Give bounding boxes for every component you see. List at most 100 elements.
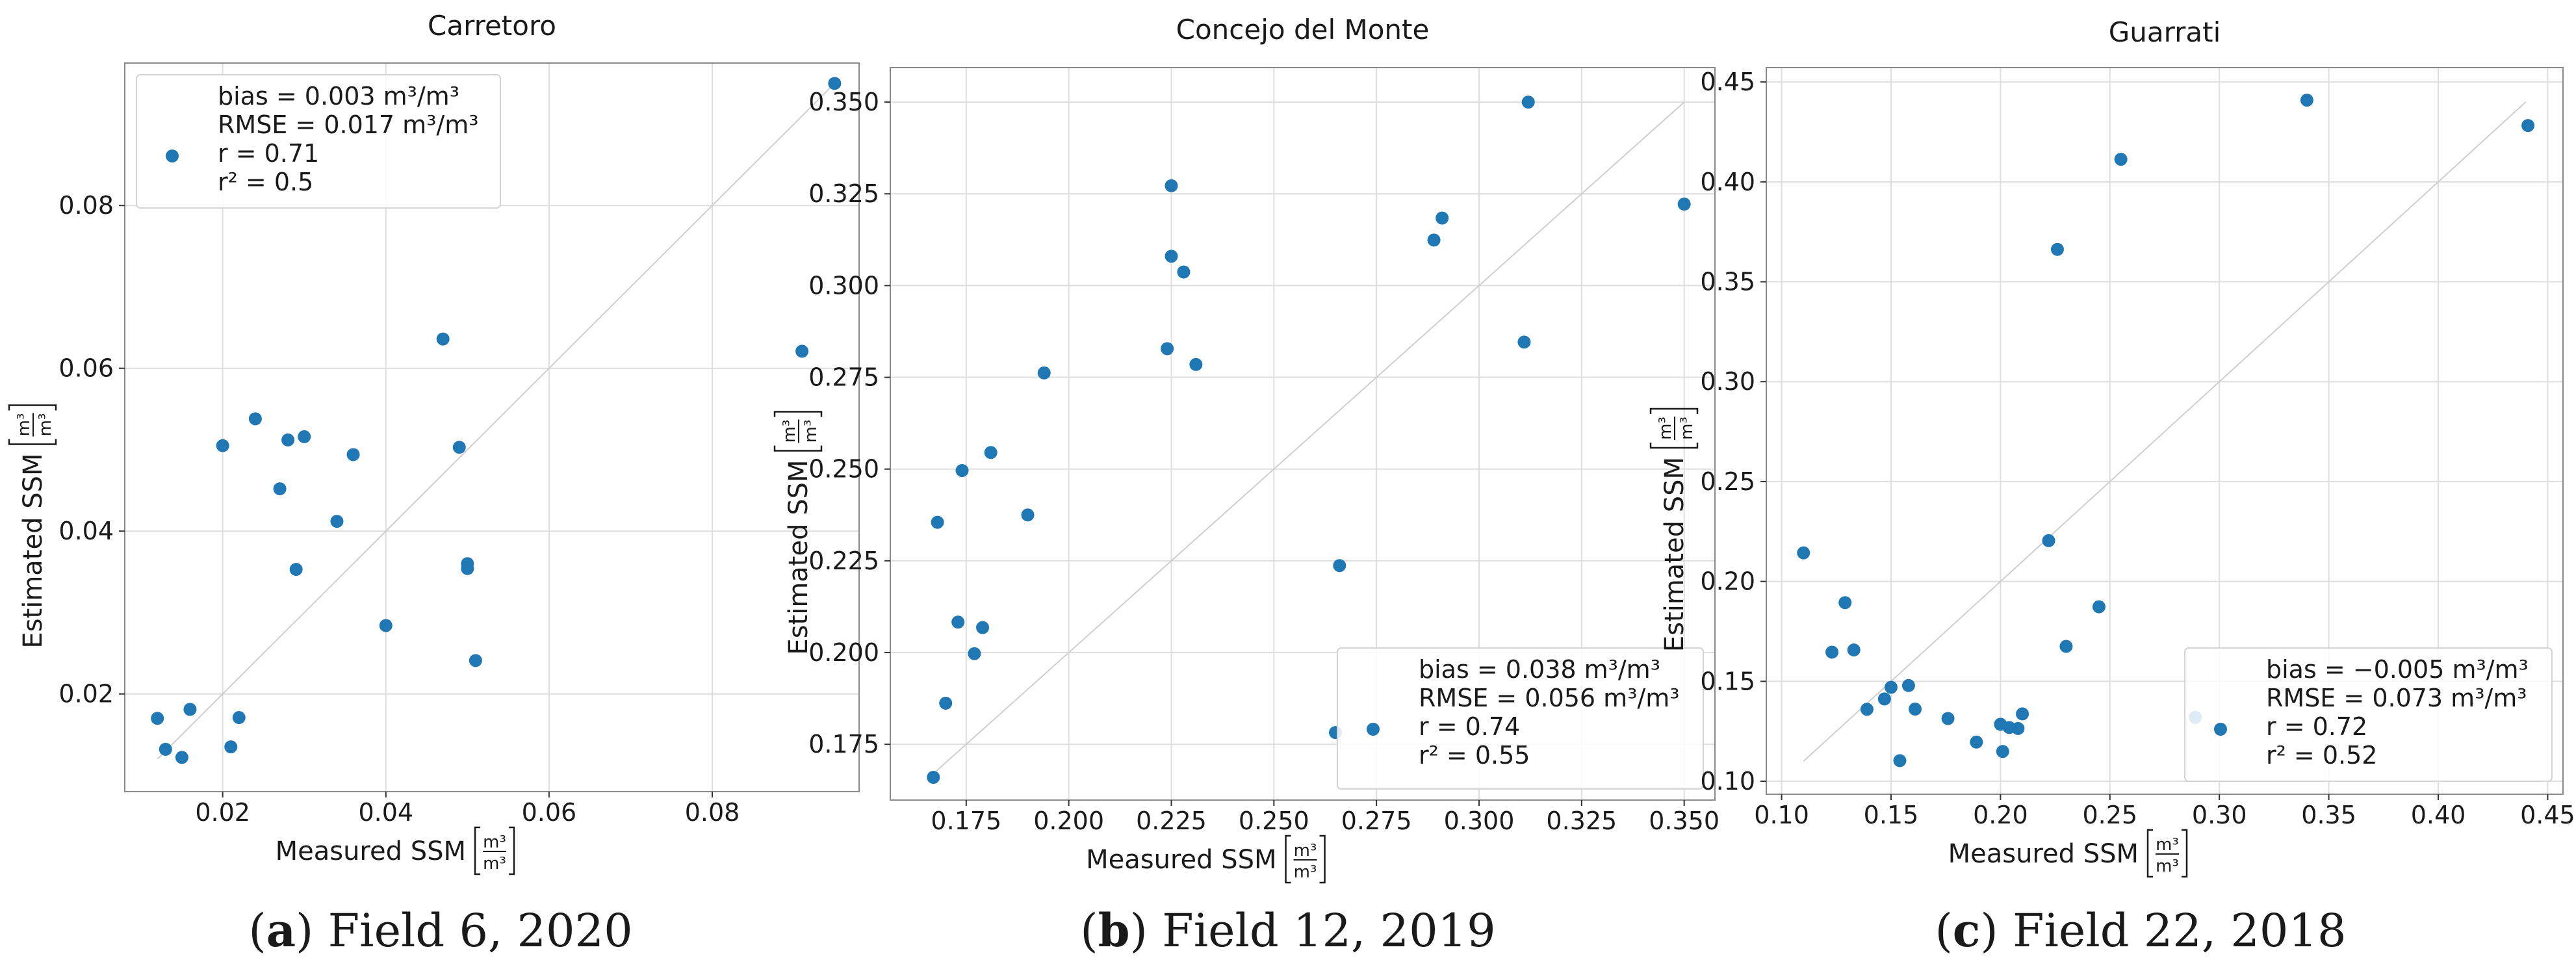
data-point — [927, 770, 940, 784]
data-point — [461, 562, 474, 575]
data-point — [1037, 366, 1051, 380]
x-tick-label: 0.225 — [1136, 807, 1207, 835]
x-tick-label: 0.40 — [2411, 801, 2466, 829]
chart-3: 0.10 0.15 0.20 0.25 0.30 0.35 0.40 0.45 0.10 0.15… — [1649, 16, 2575, 957]
legend-marker — [166, 149, 179, 162]
data-point — [298, 430, 311, 443]
data-point — [1797, 546, 1810, 560]
x-tick-label: 0.200 — [1033, 807, 1104, 835]
y-tick-label: 0.20 — [1700, 567, 1755, 596]
x-axis-label-text: Measured SSM — [276, 836, 466, 866]
legend-box — [1337, 647, 1704, 790]
x-unit-denominator: m³ — [2156, 857, 2179, 876]
data-point — [1517, 335, 1531, 349]
x-axis-label: Measured SSM m³ m³ — [1948, 829, 2188, 878]
chart-title: Guarrati — [2109, 16, 2221, 48]
data-point — [1165, 250, 1178, 263]
data-point — [281, 433, 295, 447]
y-unit-bracket-right — [8, 404, 57, 411]
data-point — [1677, 198, 1691, 211]
chart-title: Carretoro — [428, 10, 556, 42]
x-tick-label: 0.350 — [1649, 807, 1719, 835]
y-tick-label: 0.35 — [1700, 268, 1755, 296]
y-tick-label: 0.40 — [1700, 168, 1755, 196]
data-point — [1161, 342, 1174, 356]
x-tick-label: 0.10 — [1754, 801, 1809, 829]
y-tick-label: 0.300 — [808, 271, 879, 300]
y-tick-label: 0.04 — [58, 517, 114, 545]
identity-line — [1803, 101, 2527, 762]
x-tick-label: 0.35 — [2301, 801, 2356, 829]
x-axis-label-text: Measured SSM — [1948, 839, 2139, 869]
legend-bias: bias = 0.038 m³/m³ — [1419, 655, 1660, 684]
y-axis-label-text: Estimated SSM — [1660, 457, 1690, 652]
data-point — [330, 515, 344, 528]
data-point — [1893, 754, 1907, 768]
caption-letter: c — [1953, 903, 1981, 957]
y-unit-numerator: m³ — [1656, 417, 1675, 440]
data-point — [984, 446, 998, 460]
y-unit-numerator: m³ — [14, 413, 34, 437]
chart-1: 0.02 0.04 0.06 0.08 0.02 0.04 0.06 0.08 Carretor… — [8, 10, 860, 957]
y-tick-label: 0.08 — [58, 191, 114, 220]
data-point — [1941, 712, 1955, 725]
plot-frame — [890, 67, 1716, 801]
data-point — [436, 332, 450, 346]
x-tick-label: 0.08 — [685, 798, 740, 827]
data-point — [151, 712, 164, 725]
data-point — [248, 412, 262, 426]
data-point — [2300, 94, 2313, 107]
legend-r2: r² = 0.5 — [218, 168, 313, 196]
y-tick-label: 0.275 — [808, 363, 879, 392]
data-point — [175, 751, 188, 764]
x-unit-bracket-right — [1319, 835, 1326, 884]
x-tick-label: 0.175 — [931, 807, 1001, 835]
data-point — [2042, 534, 2055, 547]
x-unit-bracket-left — [2146, 829, 2153, 878]
subfigure-caption: (b) Field 12, 2019 — [1080, 903, 1495, 957]
data-point — [1189, 357, 1203, 371]
data-point — [1838, 596, 1852, 610]
y-unit-bracket-left — [773, 445, 823, 452]
x-tick-label: 0.20 — [1973, 801, 2028, 829]
y-unit-denominator: m³ — [36, 413, 55, 437]
data-point — [2114, 153, 2128, 166]
y-axis-label: Estimated SSM m³ m³ — [773, 411, 823, 655]
data-point — [1521, 96, 1535, 109]
x-unit-denominator: m³ — [1294, 862, 1317, 882]
data-point — [1165, 179, 1178, 192]
legend-rmse: RMSE = 0.073 m³/m³ — [2266, 684, 2527, 712]
caption-letter: b — [1098, 903, 1130, 957]
x-tick-label: 0.45 — [2520, 801, 2575, 829]
legend-marker — [2214, 723, 2227, 736]
data-point — [452, 441, 466, 454]
x-tick-label: 0.300 — [1444, 807, 1515, 835]
caption-text: ) Field 12, 2019 — [1130, 904, 1496, 957]
y-axis-label-text: Estimated SSM — [784, 460, 814, 655]
data-point — [289, 563, 303, 576]
y-unit-denominator: m³ — [801, 420, 821, 443]
data-point — [1825, 645, 1839, 659]
legend-box — [136, 74, 501, 209]
data-point — [931, 515, 944, 529]
legend-r: r = 0.74 — [1419, 712, 1520, 741]
y-tick-label: 0.325 — [808, 179, 879, 208]
y-tick-label: 0.225 — [808, 547, 879, 575]
y-axis-label: Estimated SSM m³ m³ — [1649, 408, 1699, 652]
y-unit-denominator: m³ — [1677, 417, 1697, 440]
y-tick-label: 0.175 — [808, 730, 879, 758]
chart-title: Concejo del Monte — [1176, 14, 1430, 45]
caption-text: ) Field 22, 2018 — [1980, 904, 2346, 957]
x-unit-bracket-left — [1285, 835, 1291, 884]
legend-r: r = 0.71 — [218, 139, 319, 168]
y-axis-label-text: Estimated SSM — [18, 454, 48, 649]
y-tick-label: 0.10 — [1700, 767, 1755, 796]
data-point — [159, 742, 172, 756]
legend-r2: r² = 0.55 — [1419, 741, 1530, 770]
data-point — [1970, 735, 1983, 749]
x-tick-label: 0.30 — [2192, 801, 2247, 829]
x-axis-label: Measured SSM m³ m³ — [276, 826, 515, 875]
caption-text: ) Field 6, 2020 — [296, 904, 633, 957]
